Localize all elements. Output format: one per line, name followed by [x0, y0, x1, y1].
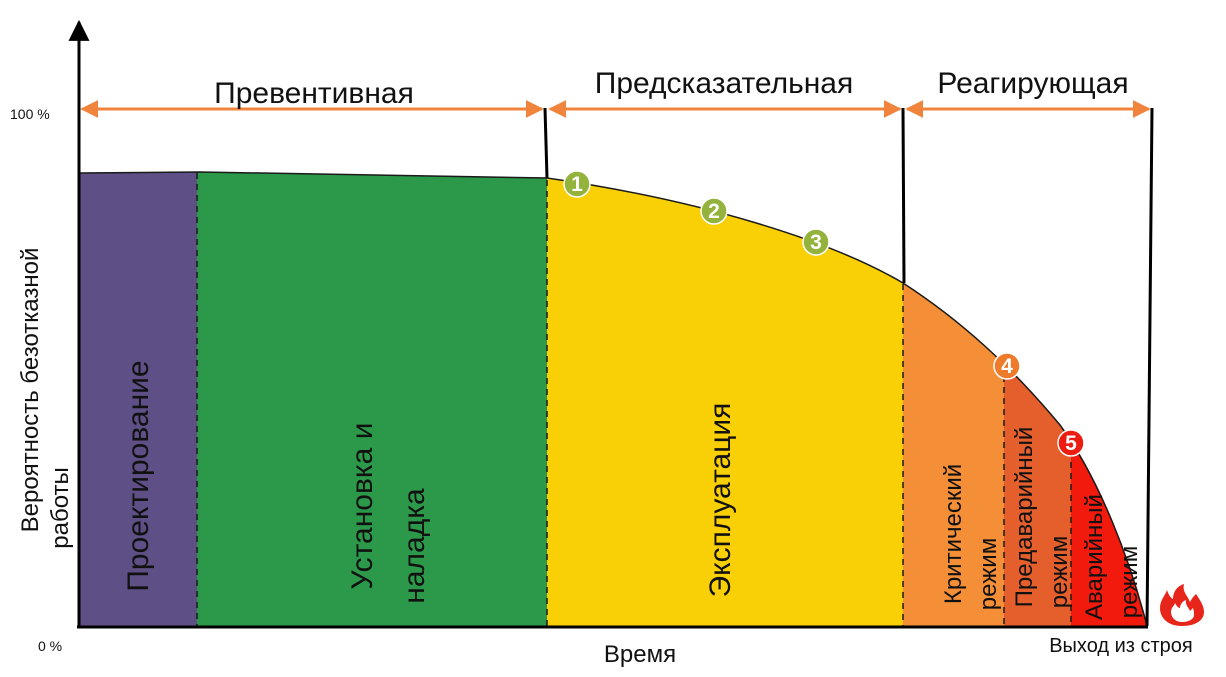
- stage-critical-label-line1: Критический: [940, 464, 967, 604]
- stage-emergency-label-line1: Аварийный: [1081, 494, 1108, 620]
- x-axis-title: Время: [604, 641, 676, 668]
- reliability-curve: [78, 171, 1148, 627]
- failure-label: Выход из строя: [1049, 635, 1193, 657]
- boundary-failure: [1145, 107, 1154, 627]
- phase-reactive: Реагирующая: [937, 67, 1128, 100]
- marker-1: 1: [563, 170, 591, 198]
- y-max-label: 100 %: [10, 106, 50, 122]
- marker-4: 4: [993, 352, 1021, 380]
- marker-3: 3: [802, 228, 830, 256]
- stage-prefailure-label-line2: режим: [1046, 536, 1073, 608]
- marker-2: 2: [700, 197, 728, 225]
- stage-emergency-label-line2: режим: [1116, 546, 1143, 618]
- marker-3-label: 3: [810, 231, 822, 254]
- stage-design-label: Проектирование: [122, 360, 155, 591]
- y-axis-title-line2: работы: [47, 467, 74, 549]
- stage-separators: [196, 173, 1072, 626]
- marker-4-label: 4: [1001, 355, 1013, 378]
- phase-predictive: Предсказательная: [595, 67, 853, 100]
- marker-2-label: 2: [708, 200, 720, 223]
- marker-1-label: 1: [571, 173, 583, 196]
- marker-5-label: 5: [1065, 432, 1077, 455]
- stage-critical-label-line2: режим: [975, 538, 1002, 610]
- design-region: [79, 172, 197, 626]
- marker-5: 5: [1057, 429, 1085, 457]
- stage-setup-label-line2: наладка: [398, 488, 431, 604]
- stage-prefailure-label-line1: Предаварийный: [1011, 427, 1038, 608]
- stage-setup-label-line1: Установка и: [346, 423, 379, 590]
- phase-preventive: Превентивная: [214, 77, 414, 110]
- y-axis-title-line1: Вероятность безотказной: [17, 248, 44, 533]
- boundary-predictive: [543, 107, 549, 179]
- setup-region: [197, 172, 547, 626]
- stage-operation-label: Эксплуатация: [704, 403, 737, 598]
- boundary-reactive: [901, 107, 906, 284]
- y-min-label: 0 %: [38, 638, 62, 654]
- fire-icon: [1160, 584, 1204, 626]
- phase-boundaries: [543, 107, 1154, 627]
